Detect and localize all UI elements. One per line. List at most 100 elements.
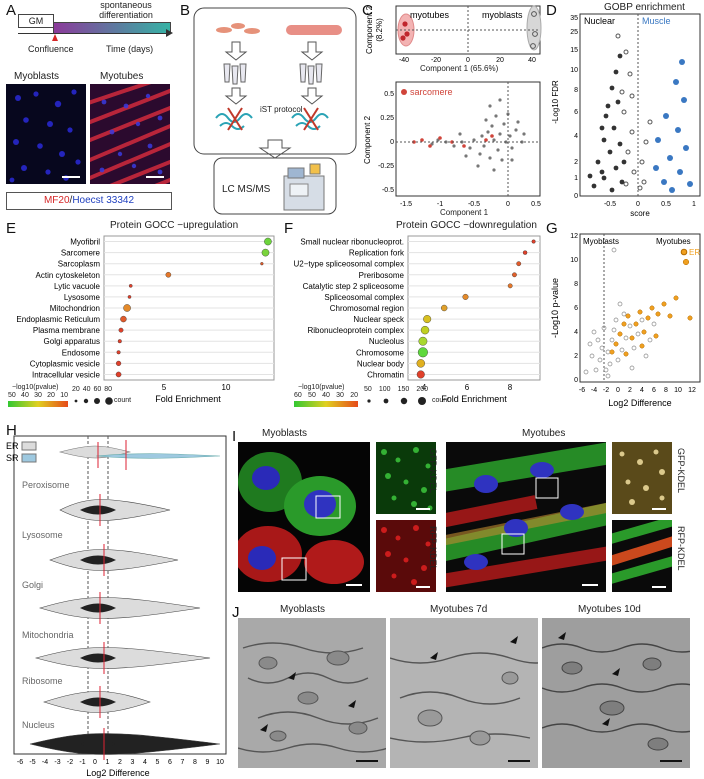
enrichment-point bbox=[128, 284, 133, 288]
violin-shape bbox=[29, 733, 221, 755]
myoblast-title: Myoblasts bbox=[14, 71, 60, 82]
f-legend-ticks: 60 50 40 30 20 bbox=[294, 392, 358, 399]
violin-core bbox=[80, 603, 116, 613]
d-ytick: 25 bbox=[570, 29, 578, 36]
g-ytick: 8 bbox=[574, 281, 578, 288]
pca-bottom-ytick: -0.25 bbox=[378, 163, 394, 170]
violin-core bbox=[80, 653, 116, 663]
h-xtick: 6 bbox=[168, 759, 172, 766]
g-xtick: -6 bbox=[579, 387, 585, 394]
j-title-1: Myoblasts bbox=[280, 604, 326, 615]
g-myotubes: Myotubes bbox=[656, 237, 691, 246]
i-myotubes-title: Myotubes bbox=[522, 428, 566, 439]
g-xtick: 12 bbox=[688, 387, 696, 394]
timeline-arrow-icon bbox=[166, 29, 173, 37]
panel-a: GM spontaneous differentiation Confluenc… bbox=[0, 0, 178, 218]
category-label: Chromosomal region bbox=[330, 304, 404, 313]
panel-f: Protein GOCC −downregulation Small nucle… bbox=[284, 220, 546, 420]
h-xtick: 1 bbox=[106, 759, 110, 766]
g-xtick: 10 bbox=[674, 387, 682, 394]
d-xtick: 0 bbox=[636, 201, 640, 208]
h-xlabel: Log2 Difference bbox=[86, 768, 149, 778]
panel-g: Myoblasts Myotubes ER 12 10 8 6 4 2 0 bbox=[546, 220, 704, 420]
j-title-2: Myotubes 7d bbox=[430, 604, 488, 615]
enrichment-point bbox=[115, 371, 122, 378]
panel-label-e: E bbox=[6, 220, 17, 237]
enrichment-point bbox=[165, 271, 172, 278]
violin-core bbox=[80, 505, 116, 515]
g-ytick: 0 bbox=[574, 377, 578, 384]
enrichment-point bbox=[420, 325, 430, 335]
stain-mf20: MF20 bbox=[43, 195, 70, 206]
pca-bottom-xlabel: Component 1 bbox=[440, 208, 489, 217]
d-ytick: 2 bbox=[574, 159, 578, 166]
enrichment-point bbox=[118, 327, 124, 333]
e-legend-tick: 50 bbox=[8, 392, 16, 399]
stain-legend: MF20/Hoecst 33342 bbox=[6, 192, 172, 210]
category-label: Myofibril bbox=[70, 238, 100, 247]
e-size-legend bbox=[74, 397, 113, 405]
pca-group-myoblasts: myoblasts bbox=[482, 10, 523, 20]
d-xtick: -0.5 bbox=[604, 201, 616, 208]
d-ytick: 1 bbox=[574, 175, 578, 182]
pca-top-ylabel-2: (8.2%) bbox=[375, 18, 384, 42]
f-count-tick: 100 bbox=[378, 386, 391, 393]
panel-label-h: H bbox=[6, 422, 17, 439]
h-xtick: -5 bbox=[29, 759, 35, 766]
enrichment-point bbox=[117, 339, 122, 344]
timeline-axis bbox=[18, 33, 170, 34]
g-xtick: -4 bbox=[591, 387, 597, 394]
category-label: Small nuclear ribonucleoprot. bbox=[300, 238, 404, 247]
i-gfp-label-right: GFP-KDEL bbox=[676, 448, 686, 494]
pca-bottom-xtick: -1 bbox=[437, 201, 443, 208]
category-label: Lysosome bbox=[64, 293, 101, 302]
g-xtick: 0 bbox=[616, 387, 620, 394]
enrichment-point bbox=[507, 283, 513, 289]
h-group-label: Golgi bbox=[22, 580, 43, 590]
myoblast-cells-icon bbox=[216, 23, 260, 34]
panel-label-c: C bbox=[362, 2, 373, 19]
f-count-tick: 200 bbox=[416, 386, 428, 393]
category-label: U2−type spliceosomal complex bbox=[294, 260, 405, 269]
em-myoblasts bbox=[238, 618, 386, 768]
category-label: Chromosome bbox=[356, 348, 405, 357]
panel-label-g: G bbox=[546, 220, 558, 237]
h-xtick: 5 bbox=[156, 759, 160, 766]
d-muscle: Muscle bbox=[642, 16, 671, 26]
pca-top: myotubes myoblasts -40 -20 0 20 40 Compo… bbox=[365, 5, 542, 64]
em-myotubes-10d bbox=[542, 618, 690, 768]
e-legend-tick: 20 bbox=[47, 392, 55, 399]
panel-label-j: J bbox=[232, 604, 240, 621]
j-title-3: Myotubes 10d bbox=[578, 604, 641, 615]
d-ytick: 35 bbox=[570, 15, 578, 22]
f-size-legend bbox=[367, 397, 426, 405]
h-group-label: Nucleus bbox=[22, 720, 55, 730]
f-xtick: 4 bbox=[422, 383, 427, 392]
panel-label-d: D bbox=[546, 2, 557, 19]
f-xtick: 6 bbox=[465, 383, 470, 392]
g-ytick: 6 bbox=[574, 305, 578, 312]
diff-line-1: spontaneous bbox=[100, 0, 152, 10]
i-rfp-label-left: RFP-KDEL bbox=[428, 526, 438, 571]
e-legend-title: −log10(pvalue) bbox=[12, 384, 59, 391]
pca-bottom-ytick: 0 bbox=[390, 139, 394, 146]
myotube-title: Myotubes bbox=[100, 71, 144, 82]
violin-shape bbox=[34, 647, 211, 669]
enrichment-point bbox=[516, 261, 522, 267]
h-xtick: 9 bbox=[206, 759, 210, 766]
panel-d: GOBP enrichment Nuclear Muscle 35 25 bbox=[546, 0, 704, 218]
panel-h: ER SR Peroxisome Lysosome Golgi Mitochon… bbox=[0, 422, 230, 779]
myotube-gfp-zoom bbox=[612, 442, 672, 514]
e-chart: Myofibril Sarcomere Sarcoplasm Actin cytosk… bbox=[16, 235, 275, 404]
category-label: Lytic vacuole bbox=[54, 282, 101, 291]
f-legend-tick: 50 bbox=[308, 392, 316, 399]
violin-shape bbox=[38, 597, 201, 619]
h-xtick: 10 bbox=[216, 759, 224, 766]
f-xtick: 8 bbox=[508, 383, 513, 392]
f-count-tick: 50 bbox=[364, 386, 372, 393]
g-xtick: 6 bbox=[652, 387, 656, 394]
enrichment-point bbox=[416, 370, 425, 379]
enrichment-point bbox=[522, 250, 528, 255]
f-chart: Small nuclear ribonucleoprot. Replication… bbox=[294, 235, 541, 404]
pca-top-xtick: 40 bbox=[528, 57, 536, 64]
